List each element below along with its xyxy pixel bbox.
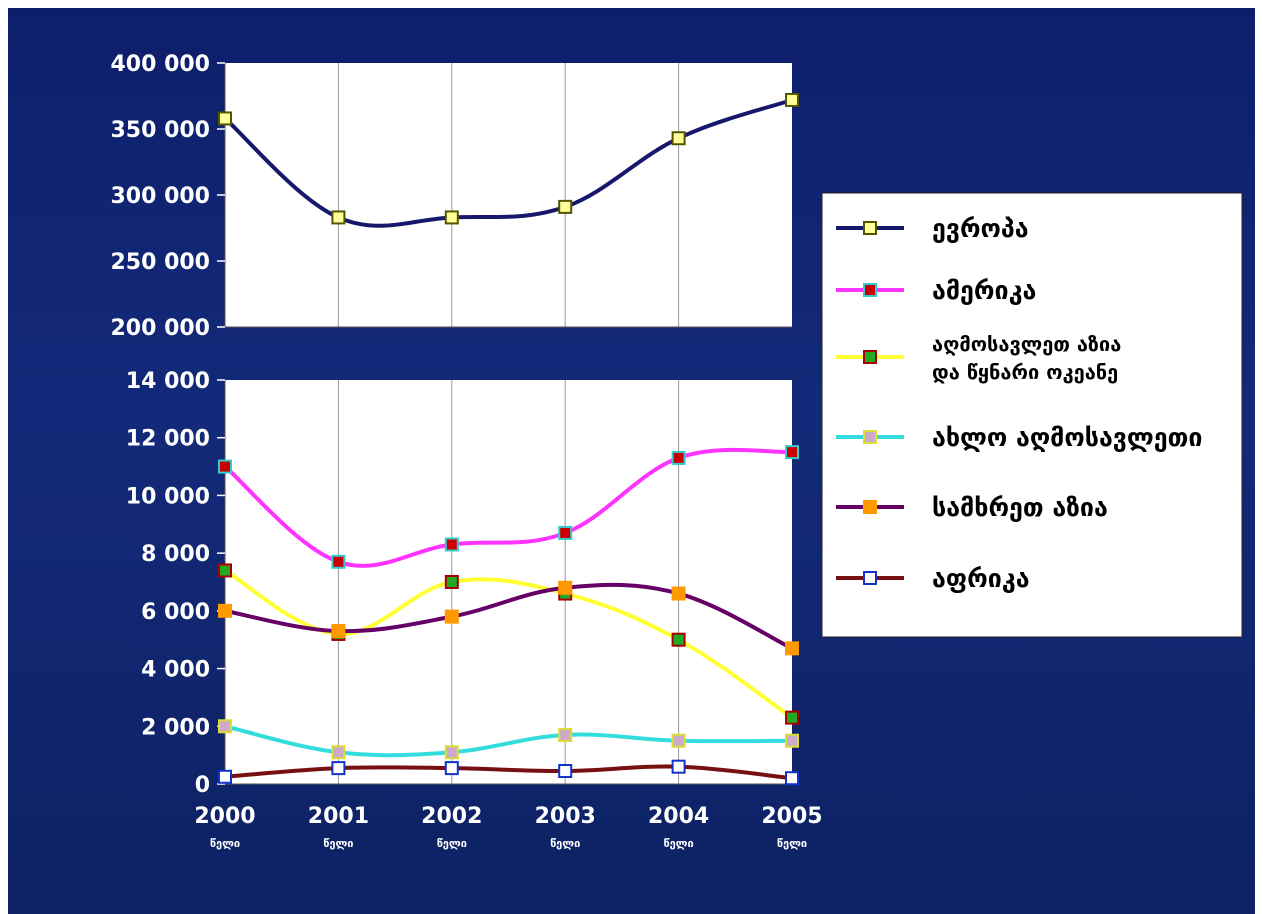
- data-point: [671, 632, 686, 647]
- data-point: [444, 609, 459, 624]
- y-tick-label: 400 000: [110, 52, 210, 77]
- series-line: [224, 724, 793, 758]
- bottom-y-axis: 14 000 12 000 10 000 8 000 6 000 4 000 2 000 0: [126, 369, 225, 798]
- y-tick-label: 2 000: [141, 715, 210, 740]
- data-point: [785, 710, 799, 725]
- y-tick-label: 300 000: [110, 184, 210, 209]
- legend-label: ამერიკა: [932, 276, 1036, 305]
- x-tick-label: 2005: [761, 804, 822, 829]
- legend-label: ახლო აღმოსავლეთი: [932, 423, 1202, 452]
- data-point: [444, 575, 459, 589]
- data-point: [331, 554, 346, 569]
- legend-box: [821, 192, 1243, 638]
- data-point: [331, 761, 346, 776]
- x-tick-label: 2004: [648, 804, 709, 829]
- legend-swatch-marker: [863, 571, 877, 585]
- data-point: [218, 459, 232, 474]
- data-point: [558, 525, 573, 540]
- data-point: [558, 199, 573, 214]
- data-point: [785, 92, 799, 107]
- y-tick-label: 250 000: [110, 250, 210, 275]
- data-point: [785, 445, 799, 460]
- x-tick-sublabel: წელი: [550, 837, 580, 850]
- data-point: [218, 111, 232, 126]
- y-tick-label: 10 000: [126, 484, 210, 509]
- x-tick-sublabel: წელი: [777, 837, 807, 850]
- data-point: [671, 759, 686, 774]
- data-point: [331, 210, 346, 225]
- y-tick-label: 6 000: [141, 600, 210, 625]
- data-point: [785, 771, 799, 786]
- top-y-axis: 400 000 350 000 300 000 250 000 200 000: [110, 52, 225, 341]
- data-point: [671, 450, 686, 465]
- y-tick-label: 4 000: [141, 658, 210, 683]
- data-point: [671, 131, 686, 146]
- data-point: [444, 210, 459, 225]
- data-point: [444, 745, 459, 760]
- legend-label: სამხრეთ აზია: [932, 493, 1108, 522]
- data-point: [558, 580, 573, 595]
- legend: ევროპა ამერიკა აღმოსავლეთ აზია და წყნარი ოკ…: [836, 214, 1202, 593]
- data-point: [444, 761, 459, 776]
- series-line: [224, 582, 793, 651]
- x-tick-sublabel: წელი: [437, 837, 467, 850]
- series-line: [224, 764, 793, 781]
- data-point: [218, 719, 232, 734]
- y-tick-label: 0: [195, 773, 210, 798]
- top-plot-area: [225, 63, 792, 327]
- legend-label: აფრიკა: [932, 564, 1030, 593]
- x-tick-sublabel: წელი: [210, 837, 240, 850]
- data-point: [218, 563, 232, 578]
- y-tick-label: 350 000: [110, 118, 210, 143]
- x-tick-label: 2002: [421, 804, 482, 829]
- series-layer: [218, 92, 799, 786]
- legend-swatch-marker: [863, 500, 877, 514]
- data-point: [671, 586, 686, 601]
- y-tick-label: 14 000: [126, 369, 210, 394]
- top-gridlines: [224, 63, 792, 328]
- legend-label-line2: და წყნარი ოკეანე: [932, 360, 1118, 384]
- legend-swatch-marker: [863, 350, 877, 364]
- legend-label: აღმოსავლეთ აზია: [932, 332, 1121, 356]
- y-tick-label: 8 000: [141, 542, 210, 567]
- x-tick-label: 2003: [535, 804, 596, 829]
- legend-swatch-marker: [863, 221, 877, 235]
- series-line: [223, 98, 793, 228]
- data-point: [218, 769, 232, 784]
- data-point: [558, 764, 573, 779]
- x-tick-sublabel: წელი: [323, 837, 353, 850]
- legend-label: ევროპა: [932, 214, 1029, 243]
- x-axis: 2000 წელი 2001 წელი 2002 წელი 2003 წელი 2004 წელი…: [194, 804, 822, 850]
- legend-swatch-marker: [863, 283, 877, 297]
- data-point: [331, 745, 346, 760]
- data-point: [671, 733, 686, 748]
- data-point: [331, 624, 346, 639]
- data-point: [785, 733, 799, 748]
- data-point: [558, 727, 573, 742]
- y-tick-label: 200 000: [110, 316, 210, 341]
- y-tick-label: 12 000: [126, 427, 210, 452]
- data-point: [785, 641, 799, 656]
- data-point: [444, 537, 459, 552]
- legend-swatch-marker: [863, 430, 877, 444]
- data-point: [218, 603, 232, 618]
- x-tick-sublabel: წელი: [663, 837, 693, 850]
- x-tick-label: 2000: [194, 804, 255, 829]
- x-tick-label: 2001: [308, 804, 369, 829]
